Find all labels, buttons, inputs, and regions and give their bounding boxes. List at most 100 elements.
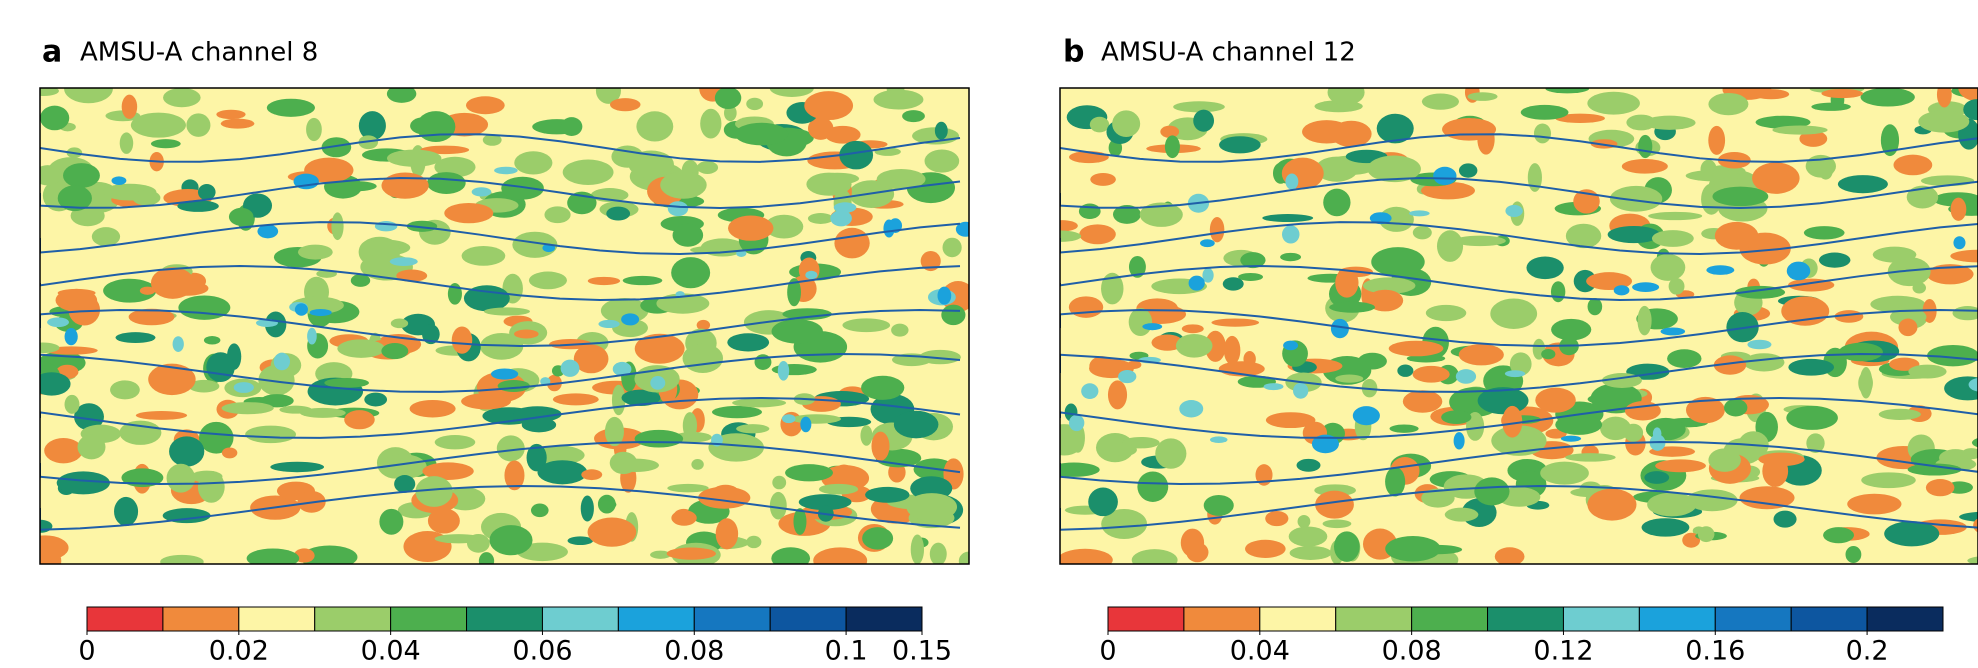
map-blob bbox=[1861, 472, 1916, 489]
map-blob bbox=[764, 214, 804, 239]
map-blob bbox=[1708, 125, 1726, 155]
map-blob bbox=[434, 534, 483, 544]
map-blob bbox=[496, 435, 525, 462]
map-blob bbox=[461, 393, 511, 410]
map-blob bbox=[833, 464, 855, 486]
map-blob bbox=[461, 246, 506, 266]
map-blob bbox=[587, 517, 637, 547]
contour-line bbox=[40, 396, 961, 439]
map-blob bbox=[1573, 269, 1597, 293]
map-blob bbox=[115, 332, 156, 344]
colorbar-tick-label: 0 bbox=[78, 636, 95, 665]
map-blob bbox=[1655, 459, 1706, 473]
map-blob bbox=[798, 494, 852, 511]
map-blob bbox=[1060, 548, 1113, 564]
map-blob bbox=[1289, 546, 1332, 560]
panel-label: b bbox=[1063, 35, 1084, 70]
map-blob bbox=[924, 149, 960, 173]
map-blob bbox=[1330, 318, 1349, 339]
colorbar-bin bbox=[1866, 606, 1944, 632]
map-blob bbox=[1293, 382, 1309, 399]
map-blob bbox=[337, 339, 385, 358]
map-blob bbox=[1204, 330, 1226, 362]
map-blob bbox=[394, 475, 416, 493]
map-blob bbox=[560, 359, 580, 377]
map-blob bbox=[40, 165, 62, 186]
map-blob bbox=[1490, 298, 1538, 329]
map-blob bbox=[483, 307, 530, 316]
map-blob bbox=[132, 190, 161, 206]
map-blob bbox=[772, 475, 787, 490]
map-blob bbox=[1389, 424, 1419, 433]
map-blob bbox=[805, 270, 818, 280]
colorbar-bin bbox=[1107, 606, 1185, 632]
map-blob bbox=[671, 257, 711, 289]
map-blob bbox=[1823, 527, 1854, 544]
map-blob bbox=[714, 88, 742, 110]
map-blob bbox=[1565, 453, 1616, 462]
map-blob bbox=[1081, 383, 1099, 400]
map-blob bbox=[1968, 377, 1978, 392]
map-blob bbox=[628, 150, 674, 179]
map-blob bbox=[504, 460, 525, 491]
map-blob bbox=[622, 275, 663, 286]
map-blob bbox=[203, 335, 221, 345]
map-blob bbox=[1329, 301, 1376, 313]
map-blob bbox=[463, 285, 510, 312]
map-blob bbox=[818, 483, 859, 495]
map-blob bbox=[1219, 136, 1261, 154]
map-blob bbox=[1845, 545, 1862, 564]
map-blob bbox=[1773, 510, 1797, 528]
map-blob bbox=[781, 414, 796, 424]
map-blob bbox=[188, 379, 220, 393]
map-blob bbox=[1953, 236, 1966, 250]
map-blob bbox=[1648, 211, 1703, 221]
map-blob bbox=[1089, 116, 1110, 133]
map-blob bbox=[1743, 353, 1785, 372]
map-blob bbox=[389, 257, 418, 267]
map-blob bbox=[727, 215, 774, 241]
map-blob bbox=[587, 276, 621, 286]
map-blob bbox=[1458, 163, 1478, 178]
map-blob bbox=[1101, 508, 1148, 539]
map-blob bbox=[1502, 405, 1523, 438]
map-blob bbox=[1806, 433, 1825, 454]
map-blob bbox=[1367, 155, 1421, 183]
map-blob bbox=[580, 495, 594, 522]
map-blob bbox=[1551, 318, 1592, 341]
map-blob bbox=[1637, 305, 1652, 336]
map-blob bbox=[91, 227, 121, 247]
map-blob bbox=[634, 333, 685, 364]
map-blob bbox=[1263, 383, 1284, 391]
map-blob bbox=[1139, 202, 1183, 227]
map-blob bbox=[1397, 364, 1414, 377]
map-blob bbox=[1958, 88, 1978, 102]
map-blob bbox=[893, 410, 939, 439]
map-blob bbox=[299, 407, 346, 418]
map-blob bbox=[40, 105, 70, 131]
map-blob bbox=[1509, 352, 1532, 376]
map-blob bbox=[1685, 170, 1741, 182]
map-blob bbox=[216, 109, 246, 120]
map-blob bbox=[573, 344, 609, 374]
map-blob bbox=[691, 459, 704, 470]
map-blob bbox=[228, 207, 254, 226]
contour-line bbox=[1060, 441, 1978, 485]
map-blob bbox=[1202, 267, 1214, 283]
colorbar-bin bbox=[1562, 606, 1640, 632]
map-blob bbox=[612, 458, 660, 472]
map-blob bbox=[1613, 285, 1630, 296]
map-blob bbox=[257, 224, 279, 239]
map-blob bbox=[1907, 463, 1962, 476]
map-blob bbox=[307, 327, 317, 345]
map-blob bbox=[902, 110, 925, 123]
map-blob bbox=[270, 461, 325, 473]
map-blob bbox=[671, 510, 697, 526]
map-blob bbox=[806, 172, 852, 196]
map-blob bbox=[1961, 448, 1978, 460]
contour-line bbox=[40, 485, 961, 531]
map-blob bbox=[612, 361, 632, 377]
map-blob bbox=[121, 94, 138, 119]
colorbar-tick-label: 0.08 bbox=[1382, 636, 1442, 665]
map-blob bbox=[1088, 487, 1118, 517]
